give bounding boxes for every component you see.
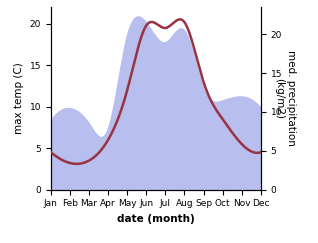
Y-axis label: max temp (C): max temp (C) (14, 62, 24, 134)
Y-axis label: med. precipitation
(kg/m2): med. precipitation (kg/m2) (274, 51, 296, 146)
X-axis label: date (month): date (month) (117, 214, 195, 224)
